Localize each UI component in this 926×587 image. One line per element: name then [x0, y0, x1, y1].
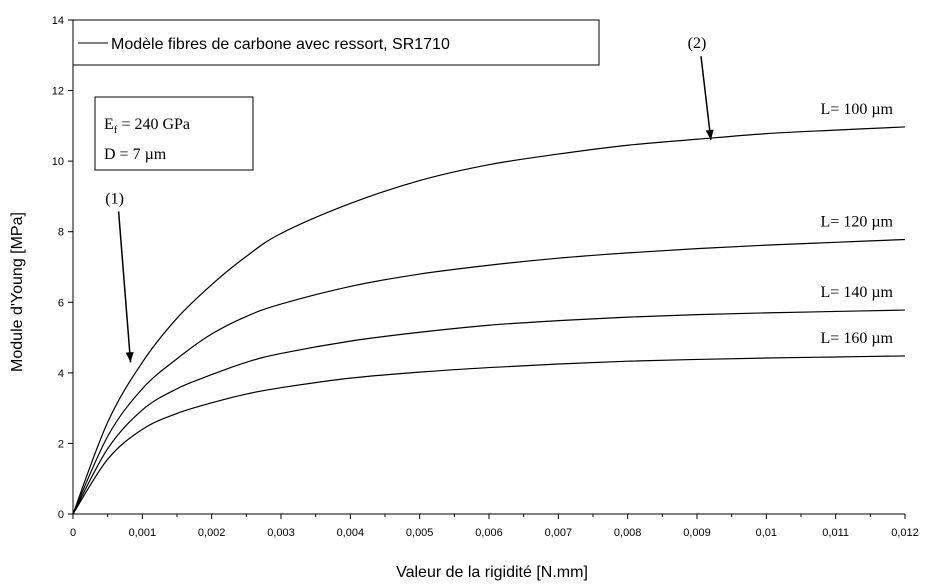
ticks: 0 2 4 6 8 10 12 14 0 0,001 0,002 0,003 0,004 0,005 0,0…	[52, 15, 919, 539]
x-tick-label: 0,001	[129, 527, 157, 539]
parameter-ef-value: = 240 GPa	[117, 116, 190, 133]
series-label-4: L= 160 µm	[821, 330, 894, 347]
series-line-2	[73, 239, 905, 514]
x-tick-label: 0,01	[756, 527, 777, 539]
y-tick-label: 6	[58, 297, 64, 309]
series	[73, 127, 905, 514]
series-label-3: L= 140 µm	[821, 284, 894, 301]
annotation-label-2: (2)	[688, 35, 707, 52]
x-tick-label: 0,003	[267, 527, 295, 539]
y-tick-label: 8	[58, 227, 64, 239]
annotation-label-1: (1)	[105, 190, 124, 207]
legend: Modèle fibres de carbone avec ressort, S…	[73, 20, 599, 65]
y-tick-label: 0	[58, 509, 64, 521]
x-tick-label: 0,012	[891, 527, 919, 539]
series-line-1	[73, 127, 905, 514]
x-tick-label: 0,002	[198, 527, 226, 539]
annotations: (1) (2)	[105, 35, 713, 362]
parameter-ef-symbol: E	[104, 116, 114, 133]
series-line-3	[73, 310, 905, 514]
axes	[73, 20, 905, 514]
x-tick-label: 0,009	[683, 527, 711, 539]
series-label-2: L= 120 µm	[821, 213, 894, 230]
annotation-arrow-1	[119, 211, 131, 362]
y-tick-label: 14	[52, 15, 64, 27]
y-tick-label: 10	[52, 156, 64, 168]
y-axis-title: Module d'Young [MPa]	[9, 212, 26, 372]
x-tick-label: 0,007	[545, 527, 573, 539]
y-tick-label: 4	[58, 368, 64, 380]
x-tick-label: 0,005	[406, 527, 434, 539]
series-label-1: L= 100 µm	[821, 101, 894, 118]
x-tick-label: 0,004	[337, 527, 365, 539]
annotation-arrow-2	[701, 56, 711, 140]
x-axis-title: Valeur de la rigidité [N.mm]	[396, 564, 588, 581]
x-tick-label: 0,008	[614, 527, 642, 539]
y-tick-label: 12	[52, 86, 64, 98]
parameter-box: Ef = 240 GPa D = 7 µm	[95, 97, 253, 170]
parameter-diameter: D = 7 µm	[104, 146, 167, 163]
legend-entry: Modèle fibres de carbone avec ressort, S…	[111, 36, 450, 53]
x-tick-label: 0,006	[475, 527, 503, 539]
y-tick-label: 2	[58, 438, 64, 450]
x-tick-label: 0	[70, 527, 76, 539]
x-tick-label: 0,011	[822, 527, 849, 539]
